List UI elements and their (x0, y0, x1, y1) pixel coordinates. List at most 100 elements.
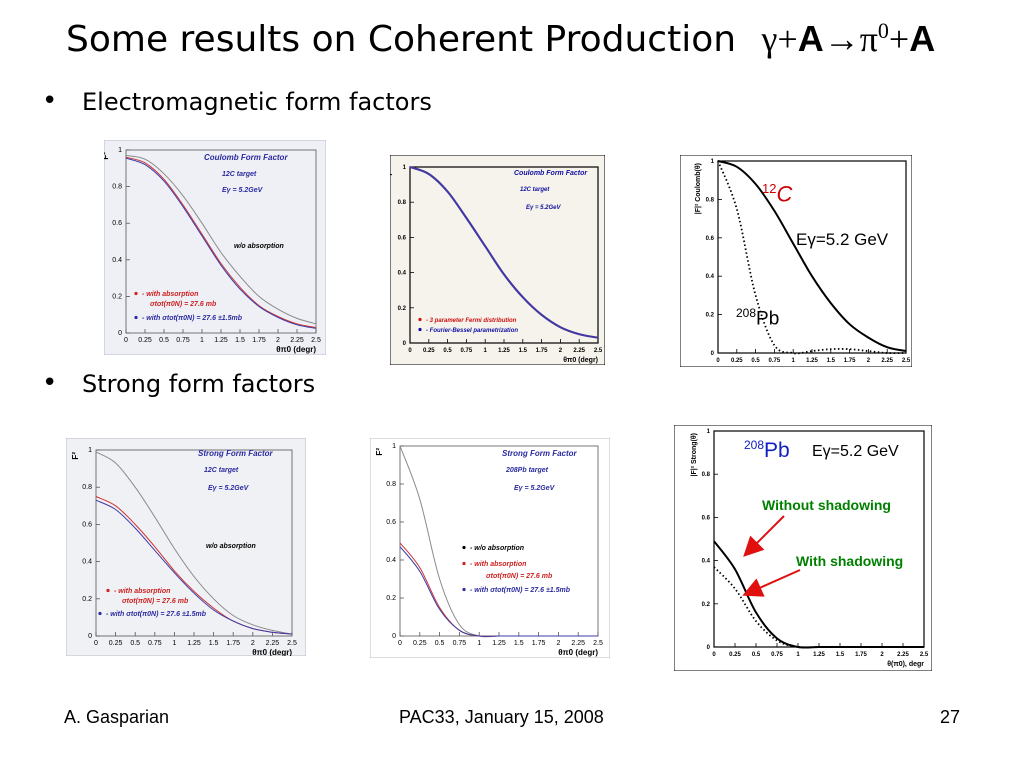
x-tick-label: 0 (408, 348, 412, 354)
plot-coulomb-12c: 0 0.25 0.5 0.75 1 1.25 1.5 1.75 2 2.25 2.5 0 0.2 0.4 0… (104, 140, 326, 355)
y-tick-label: 0.2 (706, 313, 715, 319)
y-tick-label: 0.4 (82, 559, 92, 566)
x-tick-label: 1.75 (532, 640, 546, 647)
x-tick-label: 0.75 (453, 640, 467, 647)
x-tick-label: 1 (172, 640, 176, 647)
x-axis-label: θπ0 (degr) (558, 648, 598, 657)
legend-text: - with absorption (470, 561, 526, 568)
x-tick-label: 2.25 (266, 640, 280, 647)
plot-coulomb-12c-fermi: 0 0.25 0.5 0.75 1 1.25 1.5 1.75 2 2.25 2.5 0 0.2 0.4 0… (390, 155, 605, 365)
y-tick-label: 0.2 (398, 306, 407, 312)
legend-text: - with σtot(π0N) = 27.6 ±1.5mb (106, 611, 207, 618)
plot-background (370, 438, 610, 658)
series-line (713, 566, 924, 649)
y-tick-label: 1 (403, 165, 407, 171)
x-axis-label: θπ0 (degr) (252, 648, 292, 656)
legend-text: Strong Form Factor (198, 449, 274, 458)
x-tick-label: 2 (559, 348, 563, 354)
legend-marker (134, 315, 138, 320)
x-tick-label: 1.5 (235, 337, 245, 344)
label-without-shadowing: Without shadowing (762, 497, 891, 513)
bullet-strong-text: Strong form factors (82, 370, 316, 398)
x-tick-label: 1.25 (813, 652, 825, 658)
x-axis-label: θπ0 (degr) (563, 357, 598, 364)
plot-background (680, 155, 912, 367)
y-tick-label: 0 (118, 330, 122, 337)
y-tick-label: 0.4 (398, 271, 407, 277)
series-line (717, 160, 907, 355)
x-tick-label: 1 (200, 337, 204, 344)
legend-text: w/o absorption (234, 243, 284, 250)
x-tick-label: 2 (556, 640, 560, 647)
plot-coulomb-12c-208pb: 0 0.25 0.5 0.75 1 1.25 1.5 1.75 2 2.25 2.5 0 0.2 0.4 0… (680, 155, 912, 367)
y-tick-label: 0.2 (702, 602, 711, 608)
x-tick-label: 2.5 (902, 358, 911, 364)
plot-strong-208pb: 0 0.25 0.5 0.75 1 1.25 1.5 1.75 2 2.25 2.5 0 0.2 0.4 0… (370, 438, 610, 658)
x-tick-label: 2.25 (897, 652, 909, 658)
x-tick-label: 2.5 (311, 337, 321, 344)
y-tick-label: 0 (707, 645, 711, 651)
x-tick-label: 1.5 (827, 358, 836, 364)
y-axis-label: F² (104, 152, 110, 160)
y-axis-label: F² (375, 448, 384, 456)
x-tick-label: 2 (251, 640, 255, 647)
y-tick-label: 0 (88, 633, 92, 640)
y-tick-label: 0.4 (386, 557, 396, 564)
x-tick-label: 1 (484, 348, 488, 354)
x-tick-label: 1.5 (209, 640, 219, 647)
y-tick-label: 0.6 (112, 220, 122, 227)
title-text: Some results on Coherent Production (66, 19, 737, 60)
series-line (409, 166, 599, 339)
x-tick-label: 2.25 (290, 337, 304, 344)
x-tick-label: 1.75 (855, 652, 867, 658)
y-axis-label: F² (71, 452, 80, 460)
y-tick-label: 0.8 (702, 472, 711, 478)
legend-text: - Fourier-Bessel parametrization (426, 328, 518, 334)
legend-text: w/o absorption (206, 543, 256, 550)
x-tick-label: 0.25 (138, 337, 152, 344)
y-tick-label: 1 (118, 147, 122, 154)
x-tick-label: 1.25 (214, 337, 228, 344)
x-tick-label: 1.5 (519, 348, 528, 354)
legend-text: 208Pb target (505, 467, 549, 474)
y-tick-label: 0.8 (82, 484, 92, 491)
plot-background (66, 438, 306, 656)
plot-strong-208pb-shadowing: 0 0.25 0.5 0.75 1 1.25 1.5 1.75 2 2.25 2.5 0 0.2 0.4 0… (674, 425, 932, 671)
x-tick-label: 0.75 (769, 358, 781, 364)
x-tick-label: 1.25 (187, 640, 201, 647)
footer-event: PAC33, January 15, 2008 (399, 707, 604, 727)
x-tick-label: 0.25 (423, 348, 435, 354)
x-tick-label: 0 (712, 652, 716, 658)
arrow-with-shadowing (742, 569, 801, 597)
legend-text: σtot(π0N) = 27.6 mb (486, 573, 553, 580)
y-tick-label: 0 (403, 341, 407, 347)
x-tick-label: 1.75 (844, 358, 856, 364)
title-formula: γ+A→π0+A (761, 18, 936, 59)
y-tick-label: 0.6 (82, 521, 92, 528)
series-line (399, 546, 598, 637)
y-tick-label: 0.8 (706, 197, 715, 203)
x-tick-label: 2.25 (573, 348, 585, 354)
bullet-em-text: Electromagnetic form factors (82, 88, 432, 116)
x-tick-label: 1.25 (806, 358, 818, 364)
series-line (713, 540, 924, 649)
y-tick-label: 0 (711, 351, 715, 357)
legend-text: 12C target (222, 171, 257, 178)
x-tick-label: 0.25 (731, 358, 743, 364)
y-axis-label: F² (390, 168, 394, 175)
y-tick-label: 0.4 (706, 274, 715, 280)
y-tick-label: 0 (392, 633, 396, 640)
footer-author: A. Gasparian (64, 707, 170, 727)
legend-text: Eγ = 5.2GeV (526, 205, 562, 211)
legend-marker (106, 588, 110, 593)
legend-text: - 3 parameter Fermi distribution (426, 318, 517, 324)
series-line (717, 160, 907, 353)
x-tick-label: 1.5 (514, 640, 524, 647)
legend-marker (418, 317, 422, 322)
x-tick-label: 0.75 (176, 337, 190, 344)
legend-text: - with absorption (142, 291, 198, 298)
legend-text: - with absorption (114, 588, 170, 595)
x-tick-label: 0.25 (729, 652, 741, 658)
series-line (95, 499, 293, 635)
x-tick-label: 0.25 (413, 640, 427, 647)
